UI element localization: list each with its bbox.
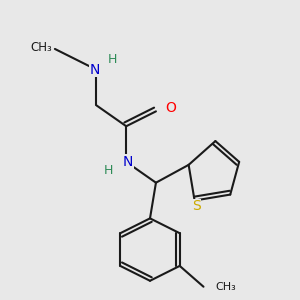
Text: CH₃: CH₃ xyxy=(215,282,236,292)
Text: S: S xyxy=(192,200,200,214)
Text: O: O xyxy=(165,101,176,116)
Text: H: H xyxy=(104,164,113,177)
Text: N: N xyxy=(122,155,133,169)
Text: H: H xyxy=(108,53,118,66)
Text: N: N xyxy=(90,63,100,77)
Text: CH₃: CH₃ xyxy=(30,41,52,54)
